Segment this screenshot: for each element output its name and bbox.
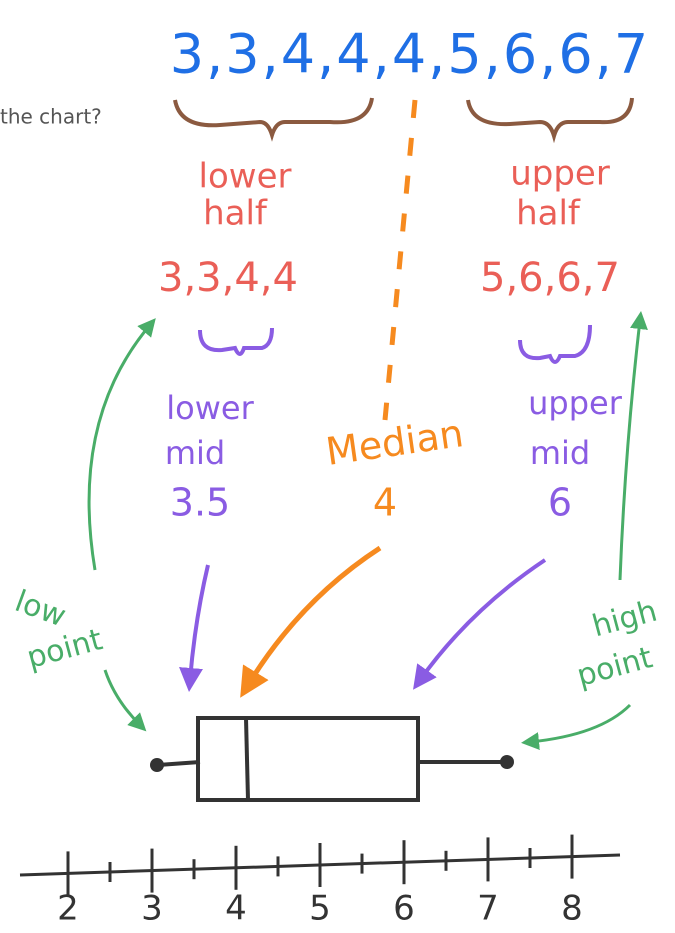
median-label: Median xyxy=(323,411,466,474)
axis-label: 8 xyxy=(561,889,583,929)
brace xyxy=(173,97,374,142)
question-fragment: the chart? xyxy=(0,105,102,129)
brace xyxy=(466,97,634,144)
half-label: half xyxy=(203,194,268,234)
half-label: half xyxy=(516,194,581,234)
mid-label: mid xyxy=(530,434,590,472)
brace xyxy=(518,324,592,364)
half-values: 5,6,6,7 xyxy=(480,255,620,301)
arrow xyxy=(179,564,210,692)
axis-labels: 2 3 4 5 6 7 8 xyxy=(57,834,583,929)
high-point-label: point xyxy=(573,640,656,694)
half-label: lower xyxy=(199,157,292,197)
median-value: 4 xyxy=(373,481,397,525)
mid-value: 6 xyxy=(548,481,572,525)
arrow xyxy=(618,311,648,581)
arrow xyxy=(240,545,382,698)
whisker-end xyxy=(150,758,164,772)
arrow xyxy=(521,703,632,751)
mid-label: upper xyxy=(528,384,623,422)
low-point-label: low xyxy=(10,584,70,634)
axis-label: 7 xyxy=(477,889,499,929)
mid-label: mid xyxy=(165,434,225,472)
half-label: upper xyxy=(510,154,610,194)
mid-value: 3.5 xyxy=(170,481,230,525)
brace xyxy=(198,327,274,356)
high-point-label: high xyxy=(589,594,661,645)
axis-label: 2 xyxy=(57,889,79,929)
arrow xyxy=(413,558,547,690)
box-plot xyxy=(157,716,505,802)
whisker-end xyxy=(500,755,514,769)
axis-label: 5 xyxy=(309,889,331,929)
low-point-label: point xyxy=(23,622,106,676)
half-values: 3,3,4,4 xyxy=(158,255,298,301)
data-sequence: 3,3,4,4,4,5,6,6,7 xyxy=(170,23,651,86)
mid-label: lower xyxy=(166,389,254,427)
arrow xyxy=(103,669,147,732)
median-dash xyxy=(382,99,418,421)
axis-label: 3 xyxy=(141,889,163,929)
axis-label: 6 xyxy=(393,889,415,929)
arrow xyxy=(87,318,156,571)
axis-label: 4 xyxy=(225,889,247,929)
